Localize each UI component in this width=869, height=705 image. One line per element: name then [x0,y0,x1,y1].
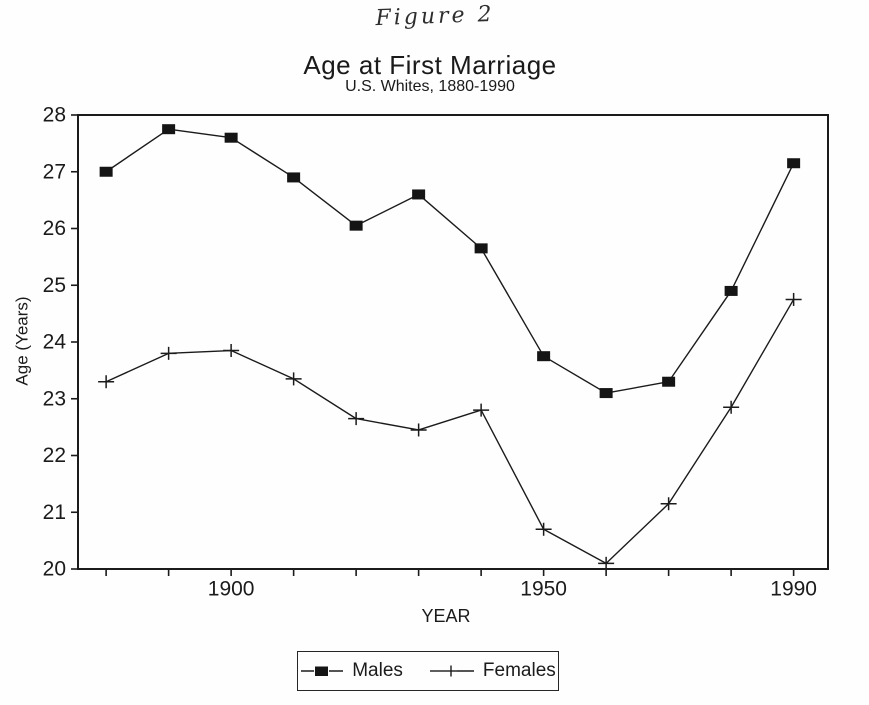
svg-text:Age (Years): Age (Years) [13,296,32,385]
age-at-first-marriage-line-chart: 20 21 22 23 24 25 26 27 28 1900 1950 1990 YEAR Age (Y… [13,104,829,626]
svg-text:YEAR: YEAR [421,606,470,626]
svg-text:23: 23 [43,387,66,410]
legend-males-label: Males [352,660,403,681]
svg-text:27: 27 [43,160,66,183]
legend-item-females: Females [429,660,556,682]
svg-text:21: 21 [43,501,66,524]
svg-text:26: 26 [43,217,66,240]
males-square-marker-icon [301,666,344,676]
chart-subtitle: U.S. Whites, 1880-1990 [345,78,515,95]
legend-item-males: Males [300,660,403,682]
svg-text:25: 25 [43,274,66,297]
legend-females-label: Females [482,660,556,681]
svg-text:20: 20 [43,558,66,581]
females-plus-marker-icon [429,665,474,677]
svg-text:1990: 1990 [770,578,817,601]
svg-text:1900: 1900 [208,578,255,601]
chart-legend: Males Females [297,651,559,691]
svg-text:22: 22 [43,444,66,467]
svg-text:1950: 1950 [520,578,567,601]
svg-text:28: 28 [43,104,66,127]
svg-text:24: 24 [43,331,67,354]
chart-title: Age at First Marriage [303,50,557,80]
